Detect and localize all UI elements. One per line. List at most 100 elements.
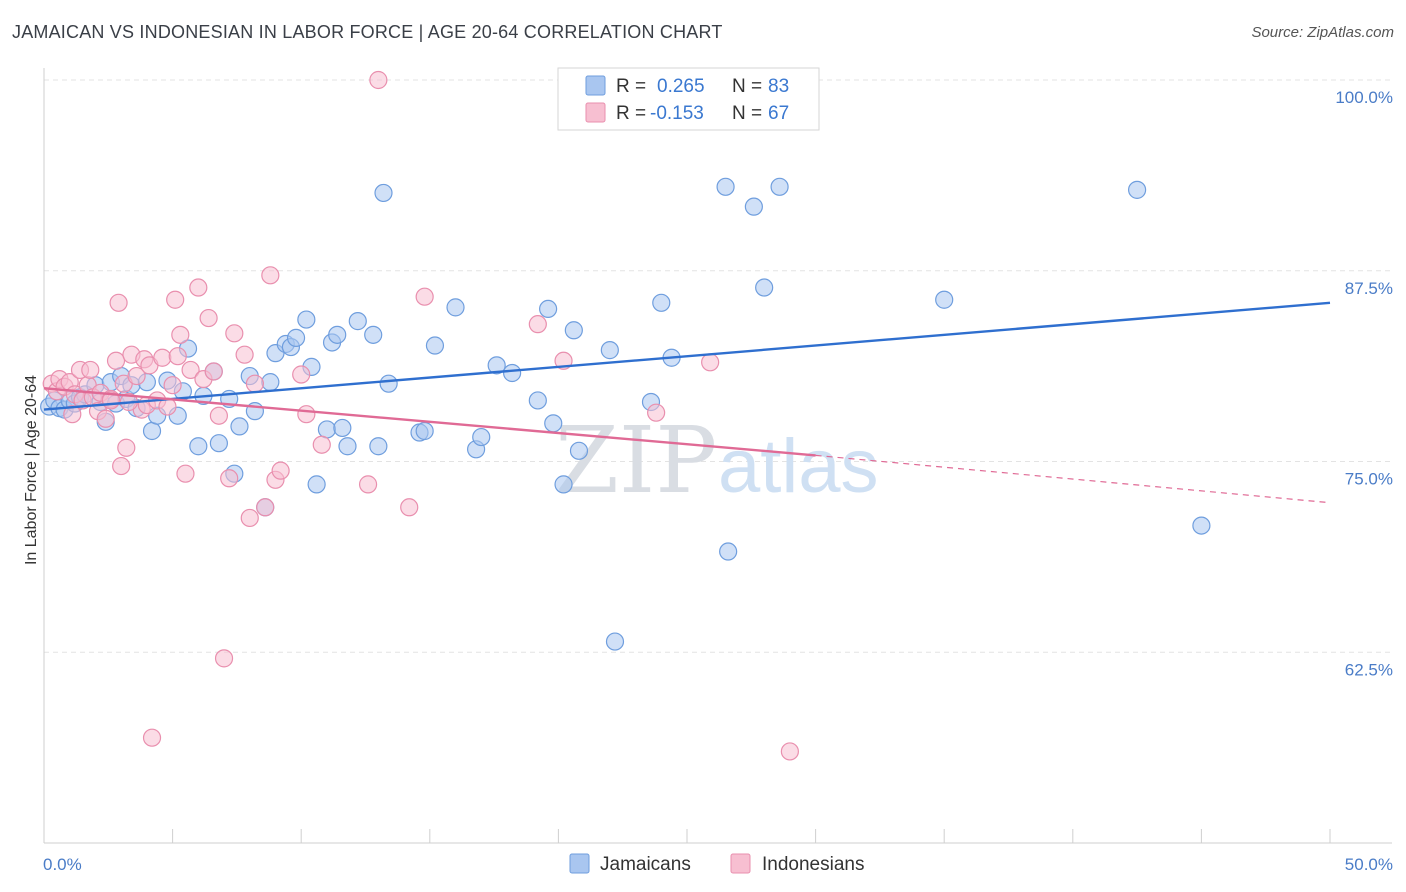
point-indonesians-48: [256, 498, 275, 517]
point-indonesians-64: [369, 70, 388, 90]
point-jamaicans-59: [503, 363, 522, 383]
point-jamaicans-24: [189, 437, 208, 456]
bottom-legend-label-jamaicans: Jamaicans: [600, 854, 691, 875]
point-indonesians-34: [171, 325, 190, 344]
point-jamaicans-46: [338, 437, 357, 456]
point-indonesians-22: [127, 366, 146, 386]
point-jamaicans-64: [564, 321, 583, 340]
bottom-legend: Jamaicans Indonesians: [569, 853, 864, 875]
point-jamaicans-38: [286, 328, 306, 347]
trendline-indonesians-2: [815, 454, 1331, 504]
point-jamaicans-42: [317, 420, 337, 439]
point-indonesians-35: [176, 464, 195, 483]
point-indonesians-51: [271, 461, 290, 480]
point-jamaicans-51: [379, 374, 398, 393]
point-jamaicans-75: [770, 177, 789, 196]
point-indonesians-14: [96, 409, 115, 428]
point-indonesians-49: [261, 266, 280, 285]
source-label: Source: ZipAtlas.com: [1251, 24, 1394, 41]
watermark-atlas: atlas: [718, 424, 879, 509]
point-jamaicans-65: [569, 441, 589, 460]
point-jamaicans-72: [719, 542, 738, 561]
point-indonesians-57: [415, 287, 434, 306]
point-indonesians-29: [153, 348, 172, 367]
legend-n-value-1: 67: [768, 103, 789, 124]
point-indonesians-16: [106, 351, 126, 370]
tick-labels: 62.5% 75.0% 87.5% 100.0% 0.0% 50.0%: [43, 88, 1393, 874]
watermark-zip: ZIP: [555, 407, 717, 514]
point-jamaicans-34: [261, 373, 280, 392]
point-indonesians-20: [117, 438, 136, 457]
legend-r-value-0: 0.265: [657, 76, 705, 97]
legend-n-label-0: N =: [732, 76, 762, 97]
legend-r-label-1: R =: [616, 103, 646, 124]
point-indonesians-39: [199, 308, 218, 328]
point-jamaicans-58: [487, 356, 506, 375]
point-jamaicans-48: [364, 325, 383, 344]
point-jamaicans-71: [716, 177, 735, 196]
point-jamaicans-41: [307, 475, 326, 494]
point-jamaicans-50: [374, 183, 393, 203]
bottom-legend-swatch-indonesians: [730, 853, 751, 874]
axes: [43, 68, 1392, 844]
point-indonesians-55: [358, 475, 378, 494]
legend-swatch-indonesians: [585, 102, 606, 123]
point-indonesians-40: [204, 362, 223, 381]
point-indonesians-44: [225, 324, 244, 343]
legend-box: R = 0.265 N = 83 R = -0.153 N = 67: [557, 67, 820, 131]
point-jamaicans-27: [209, 434, 228, 453]
point-jamaicans-76: [935, 290, 954, 309]
point-indonesians-54: [312, 435, 331, 454]
point-indonesians-32: [166, 290, 185, 309]
chart-title: JAMAICAN VS INDONESIAN IN LABOR FORCE | …: [12, 22, 723, 42]
point-indonesians-43: [220, 469, 239, 488]
point-jamaicans-18: [142, 421, 162, 441]
point-indonesians-63: [780, 742, 799, 761]
point-jamaicans-39: [297, 310, 316, 329]
point-jamaicans-78: [1192, 516, 1211, 535]
point-jamaicans-54: [425, 336, 445, 355]
y-tick-label-3: 100.0%: [1335, 88, 1393, 107]
point-jamaicans-69: [652, 293, 671, 312]
point-jamaicans-49: [369, 437, 388, 456]
point-indonesians-18: [112, 456, 131, 476]
watermark: ZIP atlas: [555, 407, 879, 514]
point-indonesians-17: [109, 293, 128, 312]
legend-n-label-1: N =: [732, 103, 762, 124]
point-indonesians-47: [245, 374, 265, 393]
point-jamaicans-30: [230, 417, 249, 436]
point-jamaicans-62: [544, 414, 563, 433]
point-indonesians-37: [189, 278, 208, 297]
point-jamaicans-74: [755, 278, 774, 297]
trendline-jamaicans-0: [43, 301, 1331, 411]
point-indonesians-33: [168, 347, 187, 366]
point-jamaicans-45: [333, 418, 352, 438]
point-indonesians-31: [163, 376, 182, 395]
legend-swatch-jamaicans: [585, 75, 606, 96]
point-indonesians-52: [292, 365, 311, 384]
point-indonesians-45: [235, 345, 254, 364]
point-jamaicans-53: [415, 421, 434, 441]
point-indonesians-10: [81, 360, 100, 380]
point-indonesians-36: [181, 360, 200, 380]
point-indonesians-53: [297, 405, 316, 424]
point-indonesians-56: [400, 498, 419, 517]
trendlines: [43, 301, 1331, 504]
bottom-legend-label-indonesians: Indonesians: [762, 854, 864, 875]
bottom-legend-swatch-jamaicans: [569, 853, 590, 874]
point-jamaicans-47: [348, 312, 367, 331]
point-indonesians-27: [142, 728, 162, 747]
y-axis-label: In Labor Force | Age 20-64: [23, 375, 40, 565]
legend-r-label-0: R =: [616, 76, 646, 97]
point-jamaicans-63: [554, 475, 573, 494]
y-tick-label-0: 62.5%: [1345, 660, 1393, 679]
point-indonesians-5: [63, 405, 82, 424]
point-indonesians-58: [528, 315, 547, 334]
point-indonesians-60: [647, 403, 666, 422]
x-tick-label-1: 50.0%: [1345, 855, 1393, 874]
point-jamaicans-77: [1127, 180, 1147, 199]
point-jamaicans-57: [472, 427, 491, 447]
point-indonesians-42: [214, 649, 234, 668]
point-jamaicans-66: [600, 341, 619, 360]
